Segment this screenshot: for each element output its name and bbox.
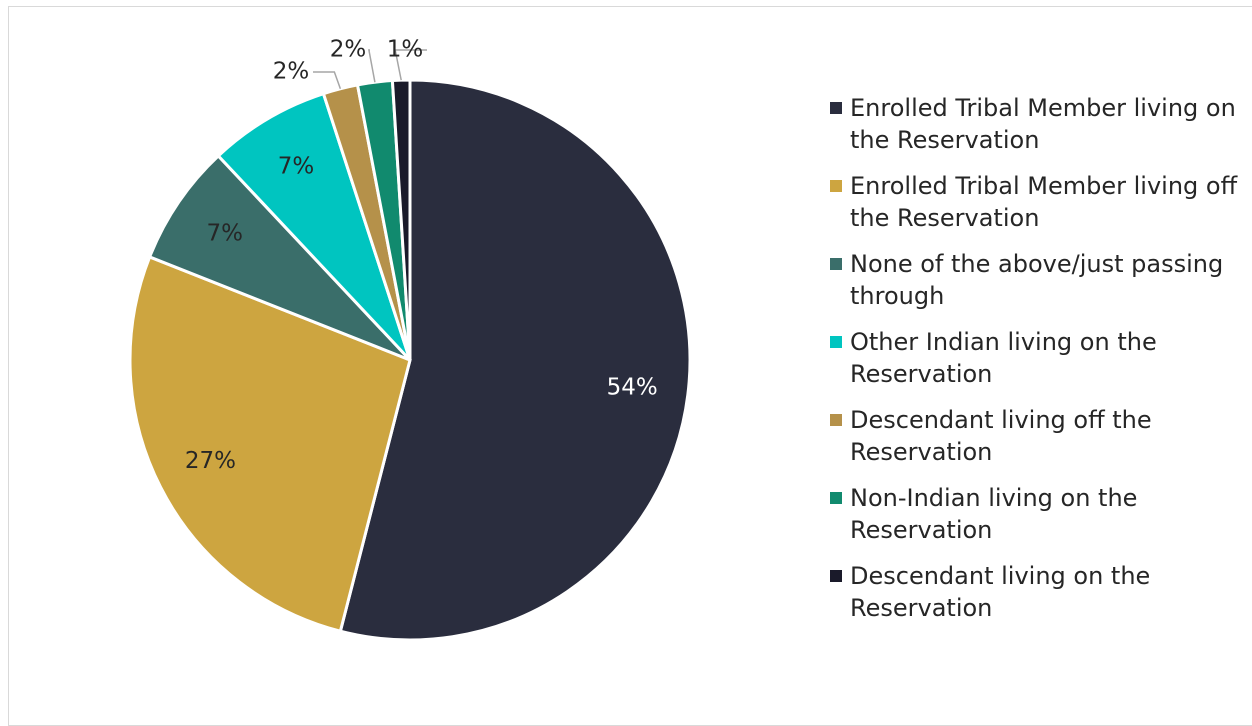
pie-slice: [147, 153, 412, 362]
legend: Enrolled Tribal Member living on the Res…: [830, 92, 1245, 638]
leader-line: [368, 49, 376, 83]
legend-label: Descendant living off the Reservation: [850, 406, 1152, 466]
legend-item: Non-Indian living on the Reservation: [830, 482, 1245, 546]
legend-swatch: [830, 336, 842, 348]
legend-item: None of the above/just passing through: [830, 248, 1245, 312]
legend-swatch: [830, 414, 842, 426]
legend-item: Enrolled Tribal Member living on the Res…: [830, 92, 1245, 156]
legend-label: None of the above/just passing through: [850, 250, 1224, 310]
legend-swatch: [830, 570, 842, 582]
leader-line: [313, 71, 342, 90]
data-label: 7%: [278, 154, 315, 180]
pie-slice: [128, 254, 412, 634]
legend-swatch: [830, 102, 842, 114]
legend-swatch: [830, 180, 842, 192]
legend-swatch: [830, 258, 842, 270]
data-label: 2%: [330, 37, 367, 63]
legend-item: Other Indian living on the Reservation: [830, 326, 1245, 390]
pie-slice: [338, 78, 692, 642]
data-label: 27%: [185, 448, 236, 474]
legend-item: Enrolled Tribal Member living off the Re…: [830, 170, 1245, 234]
pie-slice: [216, 91, 412, 362]
data-label: 54%: [607, 375, 658, 401]
pie-slice: [390, 78, 412, 361]
data-label: 7%: [206, 221, 243, 247]
data-label: 2%: [273, 59, 310, 85]
data-label: 1%: [387, 37, 424, 63]
legend-label: Non-Indian living on the Reservation: [850, 484, 1138, 544]
legend-item: Descendant living on the Reservation: [830, 560, 1245, 624]
legend-label: Enrolled Tribal Member living off the Re…: [850, 172, 1238, 232]
legend-label: Enrolled Tribal Member living on the Res…: [850, 94, 1236, 154]
legend-item: Descendant living off the Reservation: [830, 404, 1245, 468]
legend-label: Descendant living on the Reservation: [850, 562, 1151, 622]
leader-line: [394, 49, 427, 81]
legend-label: Other Indian living on the Reservation: [850, 328, 1157, 388]
legend-swatch: [830, 492, 842, 504]
